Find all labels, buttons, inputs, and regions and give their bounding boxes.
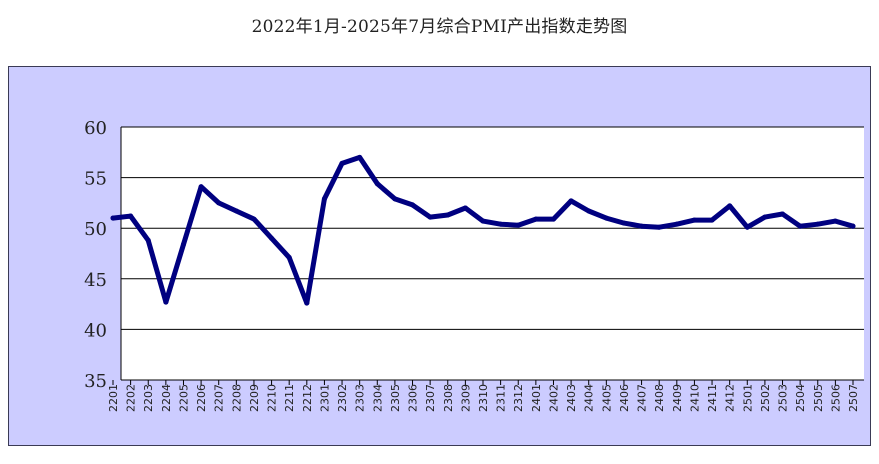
x-tick-label: 2212 xyxy=(301,384,314,412)
data-point xyxy=(269,235,275,241)
data-point xyxy=(674,221,680,227)
x-tick-label: 2410 xyxy=(688,384,701,412)
x-tick-label: 2403 xyxy=(565,384,578,412)
data-point xyxy=(568,198,574,204)
x-tick-label: 2402 xyxy=(547,384,560,412)
x-tick-label: 2412 xyxy=(724,384,737,412)
x-tick-label: 2204 xyxy=(160,384,173,412)
x-tick-label: 2304 xyxy=(371,384,384,412)
x-tick-label: 2203 xyxy=(142,384,155,412)
data-point xyxy=(727,203,733,209)
x-tick-label: 2209 xyxy=(248,384,261,412)
x-tick-label: 2301 xyxy=(318,384,331,412)
chart-title: 2022年1月-2025年7月综合PMI产出指数走势图 xyxy=(251,17,628,37)
x-tick-label: 2310 xyxy=(477,384,490,412)
data-point xyxy=(321,196,327,202)
data-point xyxy=(762,214,768,220)
data-point xyxy=(709,217,715,223)
y-tick-label: 35 xyxy=(84,371,107,392)
y-tick-label: 50 xyxy=(84,219,107,240)
x-tick-label: 2502 xyxy=(759,384,772,412)
y-tick-label: 55 xyxy=(84,169,107,190)
data-point xyxy=(304,300,310,306)
data-point xyxy=(410,202,416,208)
x-tick-label: 2307 xyxy=(424,384,437,412)
data-point xyxy=(198,184,204,190)
x-tick-label: 2507 xyxy=(847,384,860,412)
x-tick-label: 2405 xyxy=(600,384,613,412)
data-point xyxy=(656,224,662,230)
data-point xyxy=(128,213,134,219)
data-point xyxy=(797,223,803,229)
x-tick-label: 2208 xyxy=(230,384,243,412)
x-tick-label: 2303 xyxy=(354,384,367,412)
x-tick-label: 2407 xyxy=(636,384,649,412)
data-point xyxy=(691,217,697,223)
data-point xyxy=(110,215,116,221)
data-point xyxy=(586,208,592,214)
data-point xyxy=(216,200,222,206)
line-chart: 35 40 45 50 55 60 2201 2202 2203 2204 2205 2206 220… xyxy=(84,118,864,412)
data-point xyxy=(815,221,821,227)
data-point xyxy=(233,208,239,214)
data-point xyxy=(744,224,750,230)
y-tick-label: 60 xyxy=(84,118,107,139)
y-tick-label: 40 xyxy=(84,320,107,341)
plot-area xyxy=(121,127,864,380)
data-point xyxy=(515,222,521,228)
x-tick-label: 2505 xyxy=(812,384,825,412)
data-point xyxy=(374,181,380,187)
x-tick-label: 2504 xyxy=(794,384,807,412)
data-point xyxy=(445,212,451,218)
data-point xyxy=(339,160,345,166)
x-tick-label: 2312 xyxy=(512,384,525,412)
data-point xyxy=(780,211,786,217)
x-tick-label: 2205 xyxy=(177,384,190,412)
data-point xyxy=(621,220,627,226)
data-point xyxy=(357,154,363,160)
data-point xyxy=(603,215,609,221)
y-tick-label: 45 xyxy=(84,270,107,291)
data-point xyxy=(498,221,504,227)
chart-panel: 35 40 45 50 55 60 2201 2202 2203 2204 2205 2206 220… xyxy=(8,66,871,446)
x-tick-label: 2406 xyxy=(618,384,631,412)
data-point xyxy=(832,218,838,224)
x-tick-label: 2305 xyxy=(389,384,402,412)
data-point xyxy=(427,214,433,220)
data-point xyxy=(533,216,539,222)
x-tick-label: 2401 xyxy=(530,384,543,412)
x-tick-label: 2501 xyxy=(741,384,754,412)
data-point xyxy=(480,218,486,224)
x-tick-label: 2302 xyxy=(336,384,349,412)
x-tick-label: 2306 xyxy=(407,384,420,412)
x-tick-label: 2411 xyxy=(706,384,719,412)
x-tick-label: 2309 xyxy=(459,384,472,412)
x-tick-label: 2404 xyxy=(583,384,596,412)
x-tick-label: 2207 xyxy=(213,384,226,412)
x-tick-label: 2201 xyxy=(107,384,120,412)
x-tick-label: 2308 xyxy=(442,384,455,412)
x-tick-label: 2503 xyxy=(777,384,790,412)
data-point xyxy=(850,223,856,229)
data-point xyxy=(180,241,186,247)
x-tick-label: 2202 xyxy=(125,384,138,412)
data-point xyxy=(286,255,292,261)
data-point xyxy=(251,216,257,222)
x-tick-label: 2408 xyxy=(653,384,666,412)
data-point xyxy=(163,299,169,305)
x-tick-label: 2211 xyxy=(283,384,296,412)
data-point xyxy=(462,205,468,211)
x-tick-label: 2506 xyxy=(829,384,842,412)
x-tick-label: 2311 xyxy=(495,384,508,412)
data-point xyxy=(392,196,398,202)
data-point xyxy=(639,223,645,229)
x-tick-label: 2206 xyxy=(195,384,208,412)
data-point xyxy=(550,216,556,222)
x-tick-label: 2210 xyxy=(266,384,279,412)
data-point xyxy=(145,237,151,243)
x-tick-label: 2409 xyxy=(671,384,684,412)
